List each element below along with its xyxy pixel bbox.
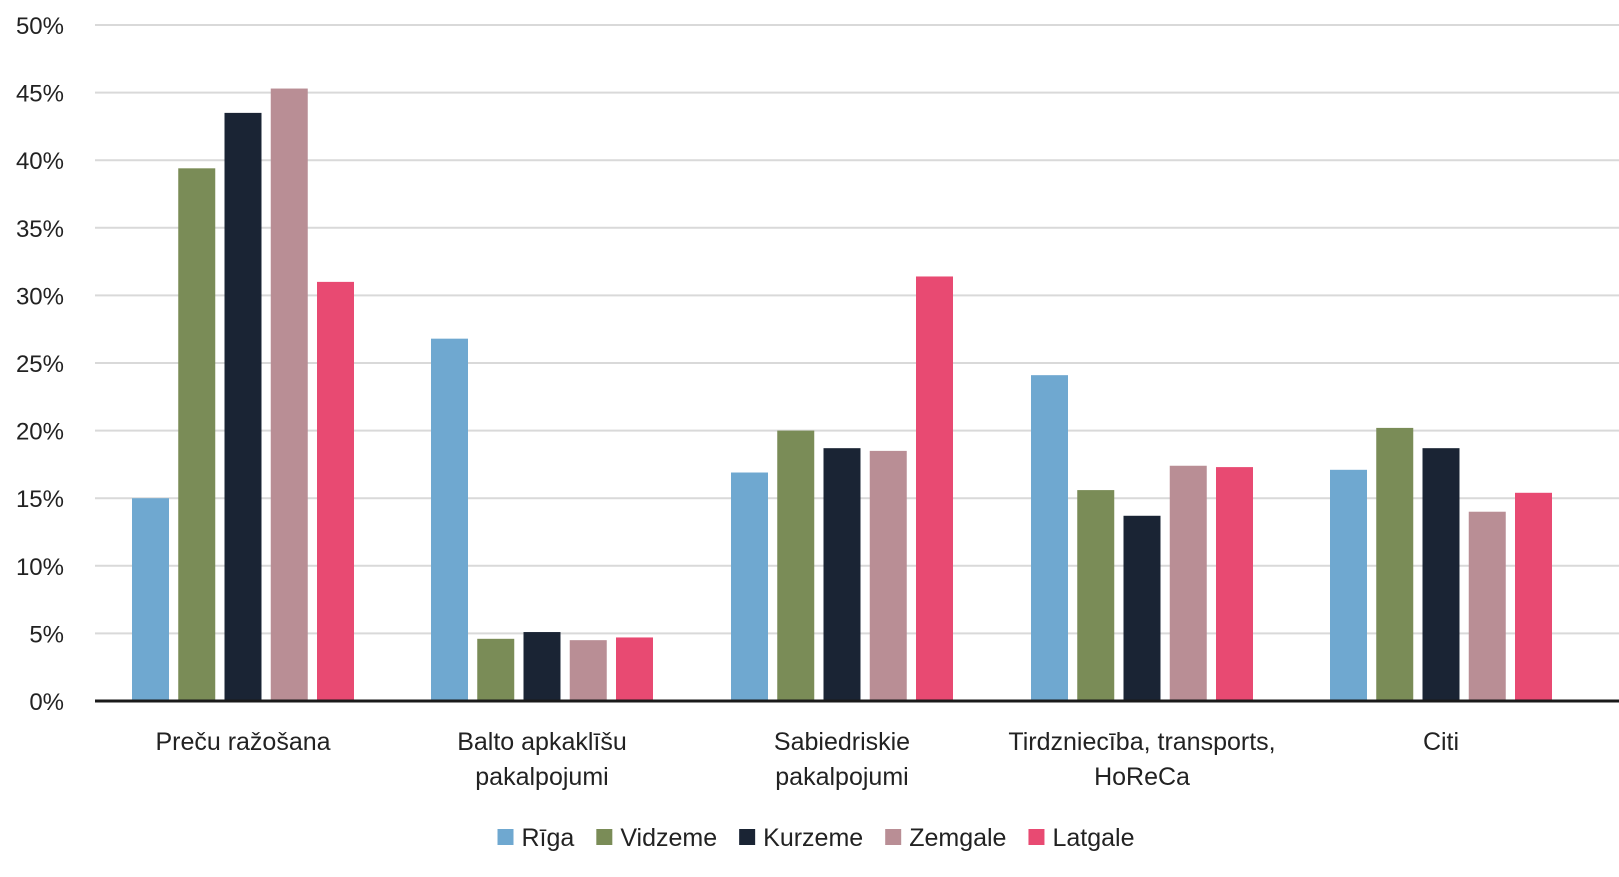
x-category-label: Citi xyxy=(1423,728,1459,756)
bar xyxy=(431,338,468,701)
legend-swatch xyxy=(1028,829,1045,845)
legend-label: Rīga xyxy=(522,824,575,852)
bar xyxy=(569,640,607,701)
bar xyxy=(823,448,861,701)
bar xyxy=(132,498,169,701)
legend-swatch xyxy=(739,829,756,845)
y-tick-label: 45% xyxy=(16,81,64,108)
x-category-label: Balto apkaklīšu pakalpojumi xyxy=(457,728,627,791)
y-axis-tick-labels: 0% 5% 10% 15% 20% 25% 30% 35% 40% 45% 50% xyxy=(16,13,64,716)
legend-swatch xyxy=(497,829,514,845)
y-tick-label: 25% xyxy=(16,351,64,378)
bar xyxy=(731,472,768,701)
legend-swatch xyxy=(596,829,613,845)
legend-label: Vidzeme xyxy=(620,824,717,852)
x-category-label: Preču ražošana xyxy=(155,728,330,756)
x-category-label: Sabiedriskie pakalpojumi xyxy=(774,728,910,791)
x-axis-category-labels: Preču ražošana Balto apkaklīšu pakalpojumi… xyxy=(155,728,1459,791)
bar xyxy=(616,637,653,701)
legend-label: Zemgale xyxy=(909,824,1006,852)
bar xyxy=(1330,469,1367,701)
y-tick-label: 10% xyxy=(16,554,64,581)
bar xyxy=(1515,492,1552,701)
y-tick-label: 40% xyxy=(16,148,64,175)
y-tick-label: 0% xyxy=(29,689,64,716)
bar xyxy=(1123,515,1161,701)
x-category-label: Tirdzniecība, transports, HoReCa xyxy=(1008,728,1275,791)
bar xyxy=(1216,467,1253,701)
legend-label: Latgale xyxy=(1052,824,1134,852)
bars xyxy=(132,88,1552,701)
bar xyxy=(1031,375,1068,701)
y-tick-label: 35% xyxy=(16,216,64,243)
bar xyxy=(1169,465,1207,701)
bar xyxy=(224,112,262,701)
bar xyxy=(178,168,216,701)
bar xyxy=(1376,427,1414,701)
bar xyxy=(317,281,354,701)
y-tick-label: 50% xyxy=(16,13,64,40)
legend-swatch xyxy=(885,829,902,845)
bar xyxy=(270,88,308,701)
y-tick-label: 5% xyxy=(29,621,64,648)
bar xyxy=(777,430,815,701)
legend-label: Kurzeme xyxy=(763,824,863,852)
bar xyxy=(1422,448,1460,701)
legend: Rīga Vidzeme Kurzeme Zemgale Latgale xyxy=(497,824,1134,852)
y-tick-label: 15% xyxy=(16,486,64,513)
bar xyxy=(523,632,561,701)
y-tick-label: 20% xyxy=(16,419,64,446)
bar xyxy=(477,638,515,701)
bar xyxy=(1468,511,1506,701)
bar xyxy=(916,276,953,701)
y-tick-label: 30% xyxy=(16,283,64,310)
bar xyxy=(1077,490,1115,701)
bar xyxy=(869,450,907,701)
